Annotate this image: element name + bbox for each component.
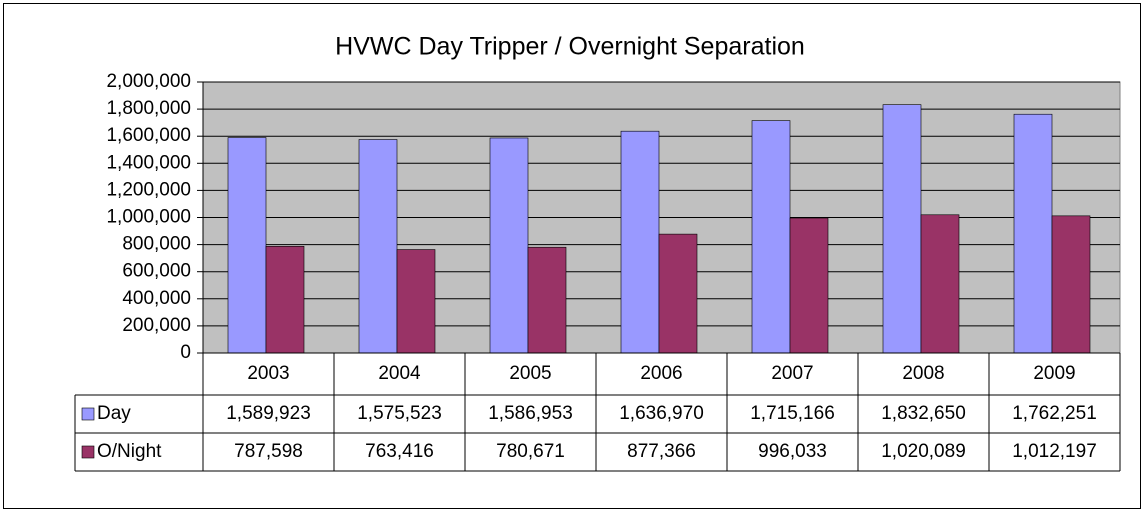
y-tick-label: 1,600,000	[106, 125, 191, 146]
bar	[358, 139, 398, 354]
bar	[527, 246, 567, 354]
legend-label: O/Night	[97, 441, 162, 462]
bar	[620, 130, 660, 354]
y-tick-label: 200,000	[122, 315, 191, 336]
table-value: 1,012,197	[1012, 441, 1097, 462]
x-tick-label: 2008	[902, 363, 944, 384]
x-tick-label: 2006	[640, 363, 682, 384]
table-value: 1,020,089	[881, 441, 966, 462]
table-value: 787,598	[234, 441, 303, 462]
table-value: 877,366	[627, 441, 696, 462]
table-value: 1,832,650	[881, 403, 966, 424]
legend-label: Day	[97, 403, 131, 424]
table-value: 1,636,970	[619, 403, 704, 424]
bar	[920, 214, 960, 354]
y-tick-label: 600,000	[122, 261, 191, 282]
x-tick-label: 2007	[771, 363, 813, 384]
y-tick-label: 1,400,000	[106, 152, 191, 173]
legend-key	[81, 445, 95, 459]
bar	[265, 245, 305, 354]
table-value: 1,575,523	[357, 403, 442, 424]
x-tick-label: 2003	[247, 363, 289, 384]
bar	[1013, 113, 1053, 354]
legend-key	[81, 407, 95, 421]
y-tick-label: 800,000	[122, 234, 191, 255]
x-tick-label: 2004	[378, 363, 421, 384]
bar	[751, 120, 791, 354]
table-value: 1,589,923	[226, 403, 311, 424]
y-tick-label: 1,800,000	[106, 98, 191, 119]
x-tick-label: 2009	[1033, 363, 1075, 384]
bar	[789, 217, 829, 354]
bar	[396, 249, 436, 354]
bar	[227, 137, 267, 354]
table-value: 1,762,251	[1012, 403, 1097, 424]
bar	[489, 137, 529, 354]
x-tick-label: 2005	[509, 363, 551, 384]
y-tick-label: 2,000,000	[106, 71, 191, 92]
table-value: 1,715,166	[750, 403, 835, 424]
chart-title: HVWC Day Tripper / Overnight Separation	[335, 33, 805, 61]
bar	[1051, 215, 1091, 354]
table-value: 1,586,953	[488, 403, 573, 424]
y-tick-label: 1,000,000	[106, 207, 191, 228]
y-tick-label: 400,000	[122, 288, 191, 309]
bar	[882, 104, 922, 354]
table-value: 780,671	[496, 441, 565, 462]
bar	[658, 233, 698, 354]
y-tick-label: 0	[180, 342, 191, 363]
y-tick-label: 1,200,000	[106, 179, 191, 200]
table-value: 996,033	[758, 441, 827, 462]
table-value: 763,416	[365, 441, 434, 462]
